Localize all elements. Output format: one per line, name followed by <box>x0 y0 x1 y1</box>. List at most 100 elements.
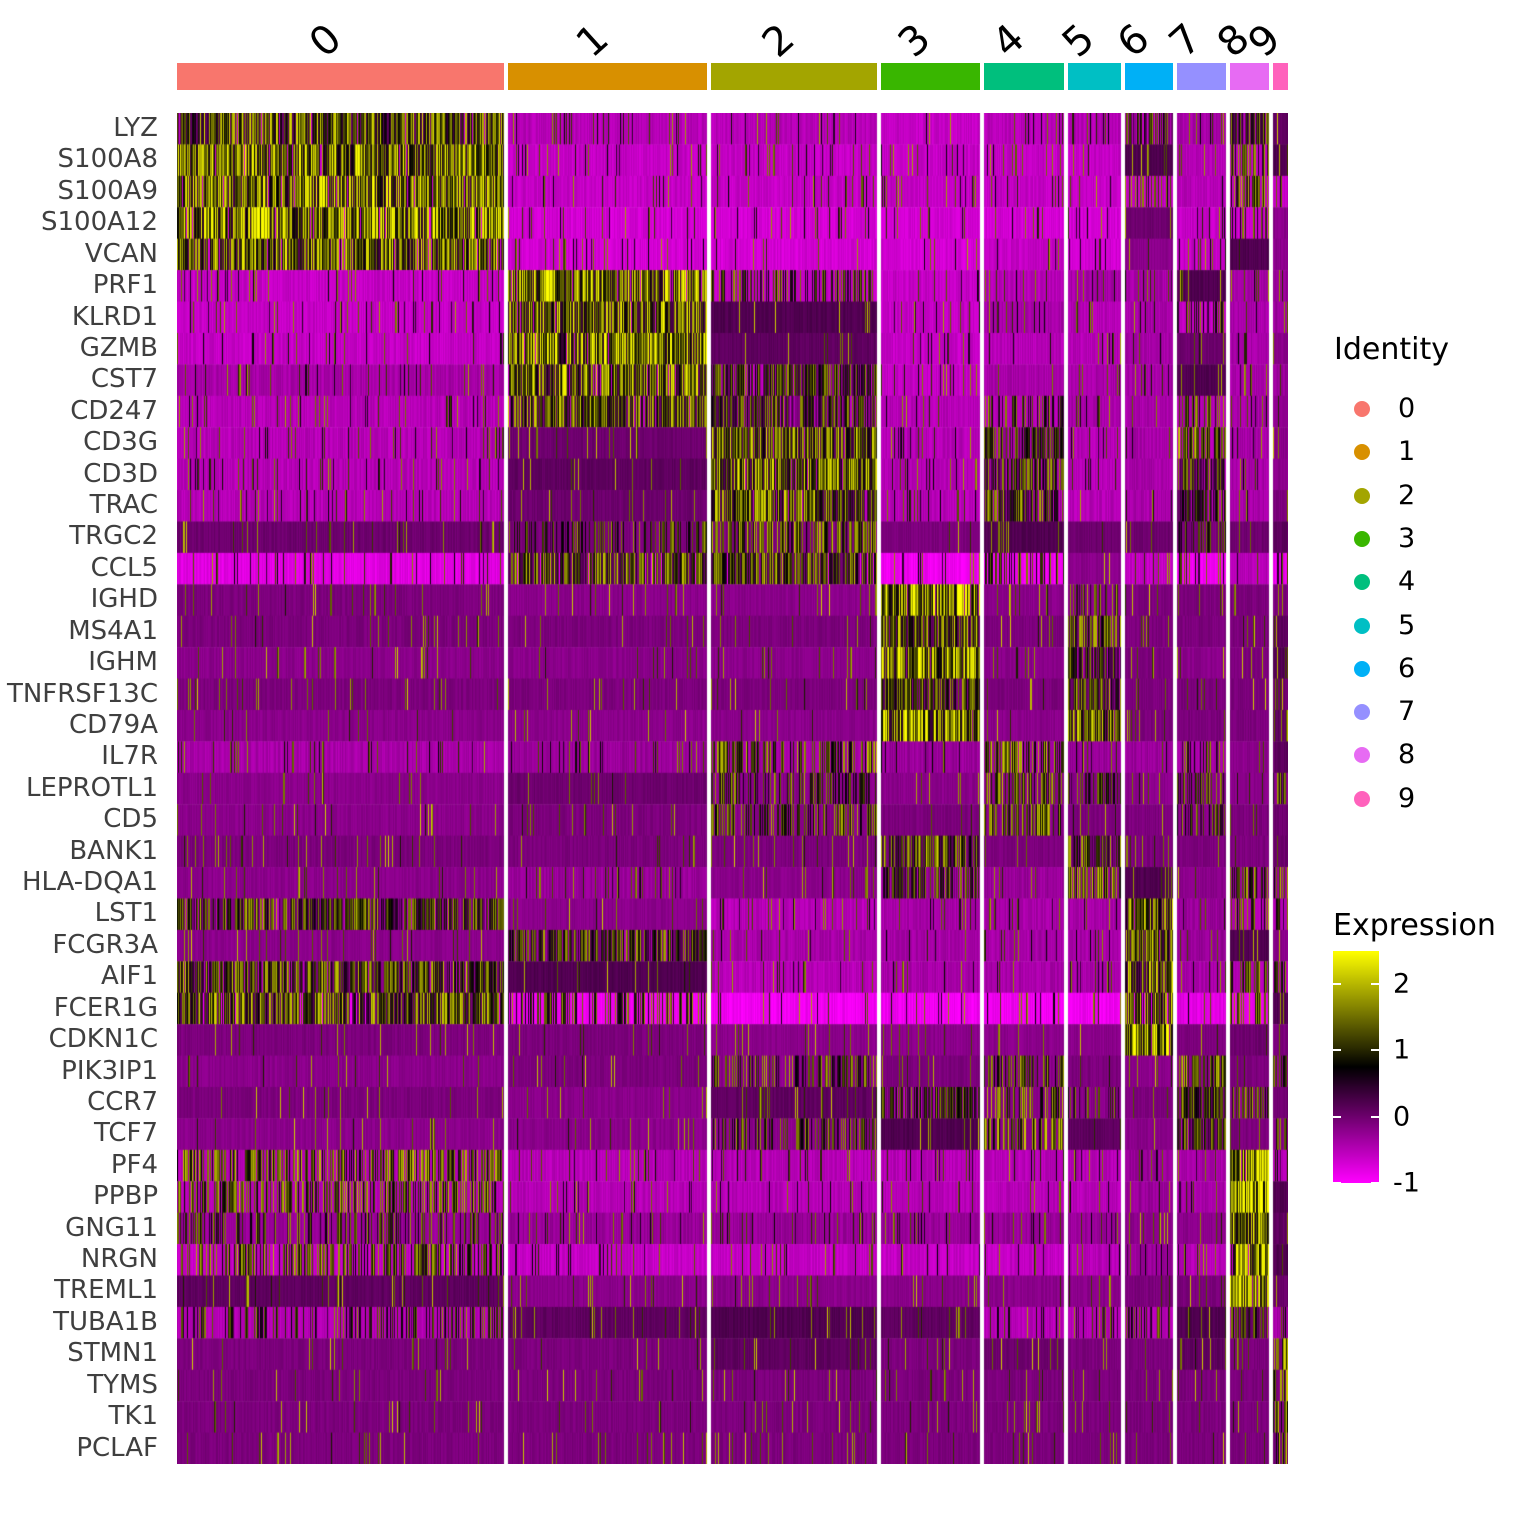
expression-legend: Expression 2 1 0 -1 <box>1333 908 1533 1208</box>
gene-label-CD3G: CD3G <box>83 427 158 458</box>
expression-legend-title: Expression <box>1333 908 1496 943</box>
gene-label-CD3D: CD3D <box>83 458 158 489</box>
gene-label-PPBP: PPBP <box>93 1181 158 1212</box>
identity-legend-item-5: 5 <box>1322 609 1522 641</box>
cluster-annotation-bar <box>177 63 1288 90</box>
gene-label-TRGC2: TRGC2 <box>69 521 158 552</box>
identity-legend-label-6: 6 <box>1398 652 1416 684</box>
gene-label-CD79A: CD79A <box>68 709 158 740</box>
identity-legend-title: Identity <box>1334 332 1449 367</box>
identity-legend-items: 0 1 2 3 4 5 6 7 8 9 <box>1322 394 1532 834</box>
gene-label-NRGN: NRGN <box>80 1244 158 1275</box>
expression-tick-label-0: 0 <box>1393 1101 1411 1133</box>
identity-legend-dot-1 <box>1354 444 1370 461</box>
expression-tick-notch <box>1371 1182 1379 1184</box>
identity-legend-label-2: 2 <box>1398 479 1416 511</box>
identity-legend-item-9: 9 <box>1322 782 1522 814</box>
gene-label-S100A12: S100A12 <box>41 207 158 238</box>
gene-label-CD247: CD247 <box>70 395 158 426</box>
gene-label-MS4A1: MS4A1 <box>68 615 158 646</box>
cluster-annotation-4 <box>983 63 1064 90</box>
cluster-annotation-6 <box>1124 63 1173 90</box>
expression-tick-notch <box>1333 1049 1341 1052</box>
cluster-annotation-5 <box>1067 63 1121 90</box>
gene-label-CCL5: CCL5 <box>90 552 158 583</box>
cluster-annotation-8 <box>1229 63 1269 90</box>
expression-heatmap-canvas <box>177 113 1288 1464</box>
expression-colorbar-wrap: 2 1 0 -1 <box>1333 951 1533 1199</box>
cluster-annotation-3 <box>880 63 980 90</box>
cluster-annotation-9 <box>1272 63 1288 90</box>
identity-legend-label-9: 9 <box>1398 782 1416 814</box>
gene-label-CST7: CST7 <box>90 364 158 395</box>
gene-label-LEPROTL1: LEPROTL1 <box>25 772 158 803</box>
identity-legend-label-3: 3 <box>1398 522 1416 554</box>
gene-label-TREML1: TREML1 <box>54 1275 158 1306</box>
gene-label-STMN1: STMN1 <box>67 1338 158 1369</box>
identity-legend-dot-4 <box>1354 574 1370 591</box>
identity-legend-item-1: 1 <box>1322 437 1522 467</box>
gene-label-AIF1: AIF1 <box>101 961 158 992</box>
gene-label-S100A9: S100A9 <box>57 175 158 206</box>
expression-tick-label--1: -1 <box>1393 1167 1420 1199</box>
cluster-label-4: 4 <box>983 15 1034 67</box>
cluster-label-3: 3 <box>889 15 940 67</box>
identity-legend-item-2: 2 <box>1322 479 1522 511</box>
gene-label-IL7R: IL7R <box>101 741 158 772</box>
gene-label-CCR7: CCR7 <box>87 1086 158 1117</box>
identity-legend-label-8: 8 <box>1398 739 1416 771</box>
identity-legend-item-7: 7 <box>1322 697 1522 727</box>
gene-label-VCAN: VCAN <box>84 238 158 269</box>
identity-legend-label-7: 7 <box>1398 696 1416 728</box>
gene-label-GZMB: GZMB <box>79 332 158 363</box>
expression-tick-notch <box>1333 983 1341 986</box>
gene-label-CDKN1C: CDKN1C <box>48 1024 158 1055</box>
expression-colorbar-ticks: 2 1 0 -1 <box>1333 951 1533 1199</box>
gene-label-TNFRSF13C: TNFRSF13C <box>6 678 158 709</box>
gene-label-IGHD: IGHD <box>90 584 158 615</box>
identity-legend-label-4: 4 <box>1398 566 1416 598</box>
identity-legend-item-3: 3 <box>1322 522 1522 554</box>
gene-label-LYZ: LYZ <box>113 113 158 143</box>
identity-legend-dot-2 <box>1354 487 1370 504</box>
gene-label-IGHM: IGHM <box>88 647 158 678</box>
gene-label-TK1: TK1 <box>108 1401 158 1432</box>
identity-legend: Identity 0 1 2 3 4 5 6 7 8 9 <box>1322 332 1532 832</box>
gene-axis-labels: LYZ S100A8 S100A9 S100A12 VCAN PRF1 KLRD1 GZMB C… <box>0 113 170 1464</box>
gene-label-GNG11: GNG11 <box>65 1212 158 1243</box>
identity-legend-dot-3 <box>1354 530 1370 547</box>
identity-legend-label-5: 5 <box>1398 609 1416 641</box>
identity-legend-dot-8 <box>1354 747 1370 764</box>
identity-legend-item-8: 8 <box>1322 740 1522 770</box>
expression-tick-notch <box>1333 1115 1341 1118</box>
gene-label-KLRD1: KLRD1 <box>71 301 158 332</box>
gene-label-TRAC: TRAC <box>89 490 158 521</box>
gene-label-LST1: LST1 <box>94 898 158 929</box>
identity-legend-dot-7 <box>1354 704 1370 721</box>
identity-legend-dot-0 <box>1354 401 1370 417</box>
expression-colorbar <box>1333 951 1379 1183</box>
gene-label-PCLAF: PCLAF <box>76 1432 158 1463</box>
gene-label-TUBA1B: TUBA1B <box>53 1306 158 1337</box>
cluster-label-5: 5 <box>1054 15 1104 67</box>
cluster-annotation-1 <box>508 63 708 90</box>
gene-label-TCF7: TCF7 <box>93 1118 158 1149</box>
cluster-label-1: 1 <box>567 15 618 67</box>
expression-tick-notch <box>1333 1182 1341 1184</box>
expression-tick-notch <box>1371 983 1379 986</box>
cluster-annotation-0 <box>177 63 505 90</box>
identity-legend-item-4: 4 <box>1322 567 1522 597</box>
gene-label-PIK3IP1: PIK3IP1 <box>61 1055 158 1086</box>
expression-tick-notch <box>1371 1049 1379 1052</box>
gene-label-HLA-DQA1: HLA-DQA1 <box>21 867 158 898</box>
expression-tick-label-2: 2 <box>1393 968 1411 1000</box>
gene-label-FCER1G: FCER1G <box>53 992 158 1023</box>
gene-label-S100A8: S100A8 <box>57 144 158 175</box>
gene-label-PF4: PF4 <box>110 1149 158 1180</box>
gene-label-PRF1: PRF1 <box>92 270 158 301</box>
cluster-label-6: 6 <box>1108 15 1159 67</box>
identity-legend-item-0: 0 <box>1322 394 1522 424</box>
gene-label-BANK1: BANK1 <box>69 835 158 866</box>
identity-legend-label-0: 0 <box>1398 393 1416 424</box>
